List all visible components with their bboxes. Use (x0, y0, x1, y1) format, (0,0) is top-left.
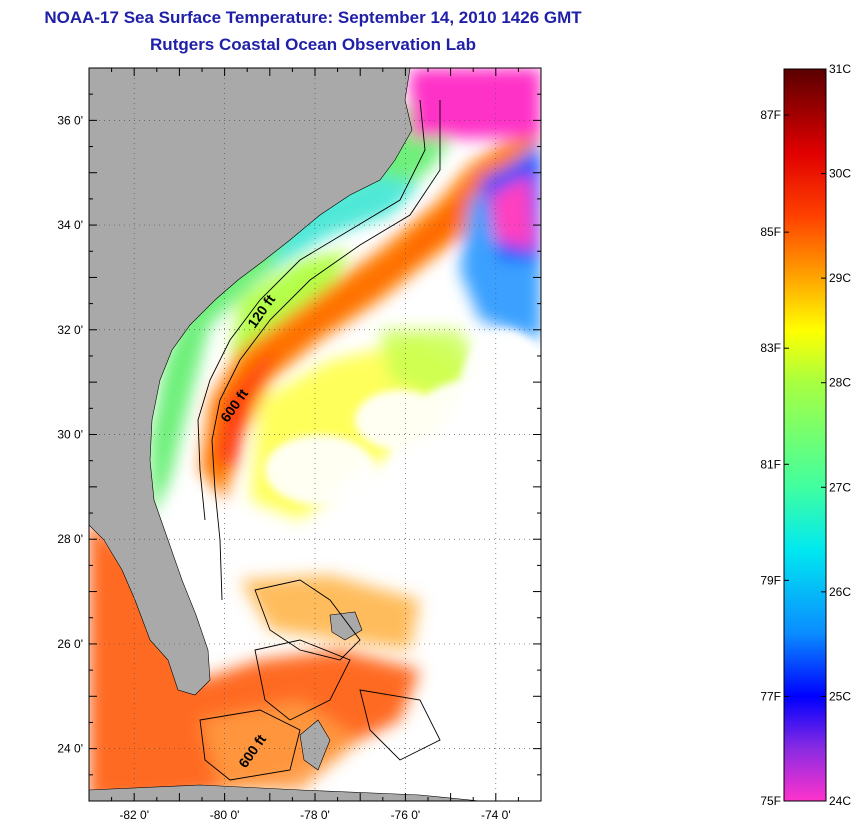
lon-tick-label: -78 0' (300, 808, 330, 822)
bathymetry-contours (197, 99, 441, 781)
map-subtitle: Rutgers Coastal Ocean Observation Lab (150, 35, 476, 54)
colorbar-celsius-label: 25C (829, 689, 851, 703)
colorbar: 31C 30C 29C 28C 27C 26C 25C 24C 87F 85F 83F 81F 79F 7… (760, 62, 851, 808)
colorbar-celsius-label: 26C (829, 585, 851, 599)
colorbar-fahrenheit-label: 85F (760, 225, 781, 239)
colorbar-celsius-label: 31C (829, 62, 851, 76)
axis-ticks (88, 67, 542, 802)
lat-tick-label: 26 0' (57, 637, 83, 651)
land-bahamas (329, 611, 363, 641)
colorbar-ticks (784, 68, 826, 802)
lat-tick-label: 32 0' (57, 323, 83, 337)
colorbar-celsius-label: 28C (829, 376, 851, 390)
lat-tick-label: 34 0' (57, 218, 83, 232)
lon-tick-label: -74 0' (481, 808, 511, 822)
colorbar-fahrenheit-label: 83F (760, 341, 781, 355)
lat-tick-label: 36 0' (57, 113, 83, 127)
lat-tick-label: 28 0' (57, 532, 83, 546)
land-andros (299, 719, 331, 771)
colorbar-labels: 31C 30C 29C 28C 27C 26C 25C 24C 87F 85F 83F 81F 79F 7… (760, 62, 851, 808)
graticule (89, 68, 541, 801)
lon-tick-label: -82 0' (119, 808, 149, 822)
lat-tick-label: 30 0' (57, 428, 83, 442)
colorbar-fahrenheit-label: 79F (760, 573, 781, 587)
colorbar-celsius-label: 29C (829, 271, 851, 285)
axis-tick-labels: -82 0' -80 0' -78 0' -76 0' -74 0' 24 0' 26 0'… (57, 113, 510, 822)
lat-tick-label: 24 0' (57, 742, 83, 756)
map-title: NOAA-17 Sea Surface Temperature: Septemb… (44, 8, 582, 27)
colorbar-fahrenheit-label: 87F (760, 108, 781, 122)
colorbar-celsius-label: 30C (829, 167, 851, 181)
colorbar-celsius-label: 27C (829, 480, 851, 494)
colorbar-fahrenheit-label: 77F (760, 689, 781, 703)
lon-tick-label: -80 0' (210, 808, 240, 822)
land-cuba (89, 784, 481, 801)
lon-tick-label: -76 0' (391, 808, 421, 822)
cloud-mask (265, 330, 541, 800)
colorbar-gradient (783, 68, 827, 802)
colorbar-fahrenheit-label: 75F (760, 794, 781, 808)
colorbar-fahrenheit-label: 81F (760, 457, 781, 471)
colorbar-celsius-label: 24C (829, 794, 851, 808)
